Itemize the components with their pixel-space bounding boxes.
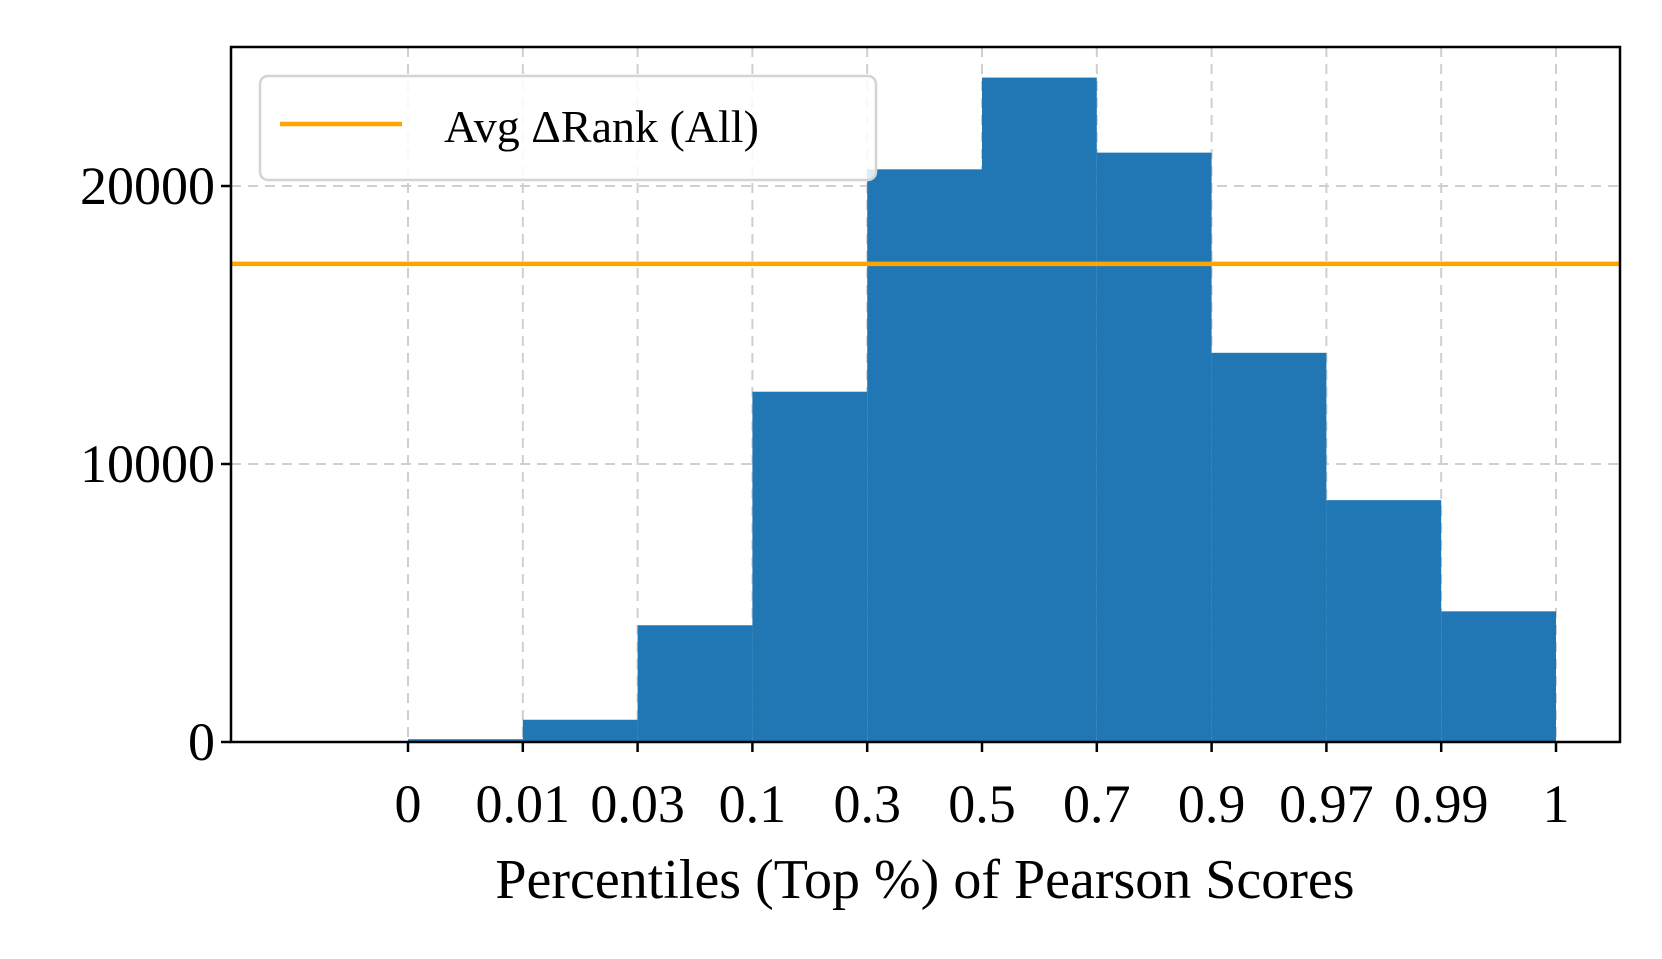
histogram-bar xyxy=(982,77,1097,742)
histogram-bar xyxy=(637,625,753,742)
y-tick-label: 20000 xyxy=(80,156,215,216)
histogram-bar xyxy=(867,169,982,742)
histogram-bar xyxy=(752,391,868,742)
x-tick-label: 0.97 xyxy=(1279,774,1374,834)
ticks-layer: 0 0.01 0.03 0.1 0.3 0.5 0.7 0.9 0.97 0.99 1 0 10000 2… xyxy=(80,156,1570,834)
histogram-bar xyxy=(1096,152,1212,742)
x-axis-label: Percentiles (Top %) of Pearson Scores xyxy=(495,849,1354,911)
x-tick-label: 1 xyxy=(1543,774,1570,834)
histogram-bar xyxy=(522,719,638,742)
x-tick-label: 0.1 xyxy=(719,774,787,834)
bars-layer xyxy=(408,77,1556,742)
x-tick-label: 0.03 xyxy=(590,774,685,834)
histogram-bar xyxy=(1441,611,1556,742)
y-tick-label: 0 xyxy=(188,712,215,772)
legend-label: Avg ΔRank (All) xyxy=(444,101,759,152)
histogram-bar xyxy=(408,739,523,742)
histogram-bar xyxy=(1211,352,1327,742)
x-tick-label: 0.5 xyxy=(948,774,1016,834)
x-tick-label: 0.01 xyxy=(476,774,571,834)
histogram-bar xyxy=(1326,500,1442,742)
y-tick-label: 10000 xyxy=(80,434,215,494)
legend-box xyxy=(258,74,878,182)
x-tick-label: 0.9 xyxy=(1178,774,1246,834)
x-tick-label: 0.3 xyxy=(833,774,901,834)
x-tick-label: 0.99 xyxy=(1394,774,1489,834)
axes-frame xyxy=(229,45,1622,744)
x-tick-label: 0 xyxy=(395,774,422,834)
x-tick-label: 0.7 xyxy=(1063,774,1131,834)
legend: Avg ΔRank (All) xyxy=(258,74,878,182)
